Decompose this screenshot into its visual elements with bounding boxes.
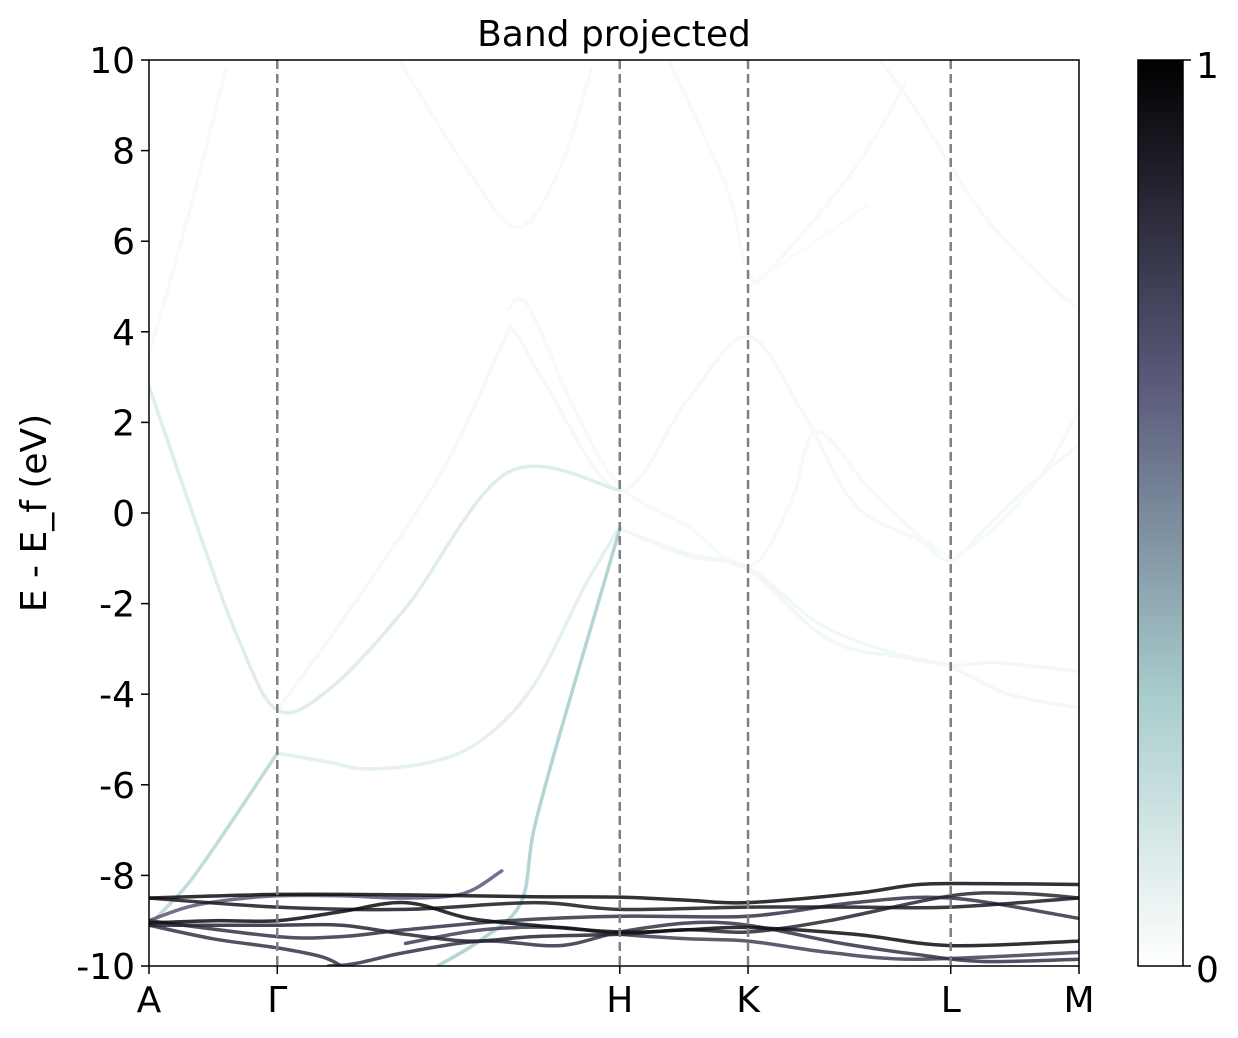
band-line-11	[275, 524, 622, 771]
plot-frame	[148, 59, 1080, 967]
band-line-21	[326, 920, 1079, 966]
band-line-5	[948, 407, 1079, 563]
y-tick-label-2: 6	[112, 222, 135, 263]
x-tick-label-3: K	[736, 980, 761, 1021]
band-line-13	[435, 527, 622, 966]
chart-title: Band projected	[477, 14, 751, 55]
band-line-10	[149, 384, 622, 715]
band-line-22	[403, 925, 1079, 961]
band-line-1	[397, 60, 594, 230]
y-tick-label-1: 8	[112, 132, 135, 173]
y-tick-label-4: 2	[112, 403, 135, 444]
band-line-16	[149, 896, 1079, 912]
y-tick-label-7: -4	[99, 675, 135, 716]
y-tick-label-10: -10	[76, 947, 135, 988]
band-line-8	[618, 527, 1079, 674]
y-tick-label-8: -6	[99, 766, 135, 807]
band-line-2	[666, 60, 908, 284]
y-tick-label-9: -8	[99, 856, 135, 897]
band-lines	[149, 60, 1079, 966]
colorbar-max-label: 1	[1196, 46, 1219, 87]
kpoint-divider-lines	[276, 60, 952, 966]
band-line-3	[878, 60, 1079, 311]
y-axis-label: E - E_f (eV)	[14, 414, 55, 612]
y-axis-ticks: 10 8 6 4 2 0 -2 -4 -6 -8 -10	[76, 41, 149, 988]
x-tick-label-5: M	[1063, 980, 1094, 1021]
band-line-9	[618, 527, 1079, 710]
colorbar-min-label: 0	[1196, 950, 1219, 991]
x-tick-label-1: Γ	[267, 980, 287, 1021]
band-line-0	[149, 67, 228, 357]
y-tick-label-0: 10	[89, 41, 135, 82]
band-line-15	[149, 881, 1079, 905]
colorbar	[1137, 59, 1184, 967]
band-line-20	[149, 923, 344, 966]
x-tick-label-2: H	[606, 980, 633, 1021]
x-tick-label-0: A	[137, 980, 162, 1021]
band-line-6	[275, 325, 1079, 712]
y-tick-label-5: 0	[112, 494, 135, 535]
y-tick-label-3: 4	[112, 313, 135, 354]
band-line-17	[149, 895, 1079, 940]
x-tick-label-4: L	[941, 980, 961, 1021]
y-tick-label-6: -2	[99, 585, 135, 626]
band-line-12	[149, 751, 280, 927]
